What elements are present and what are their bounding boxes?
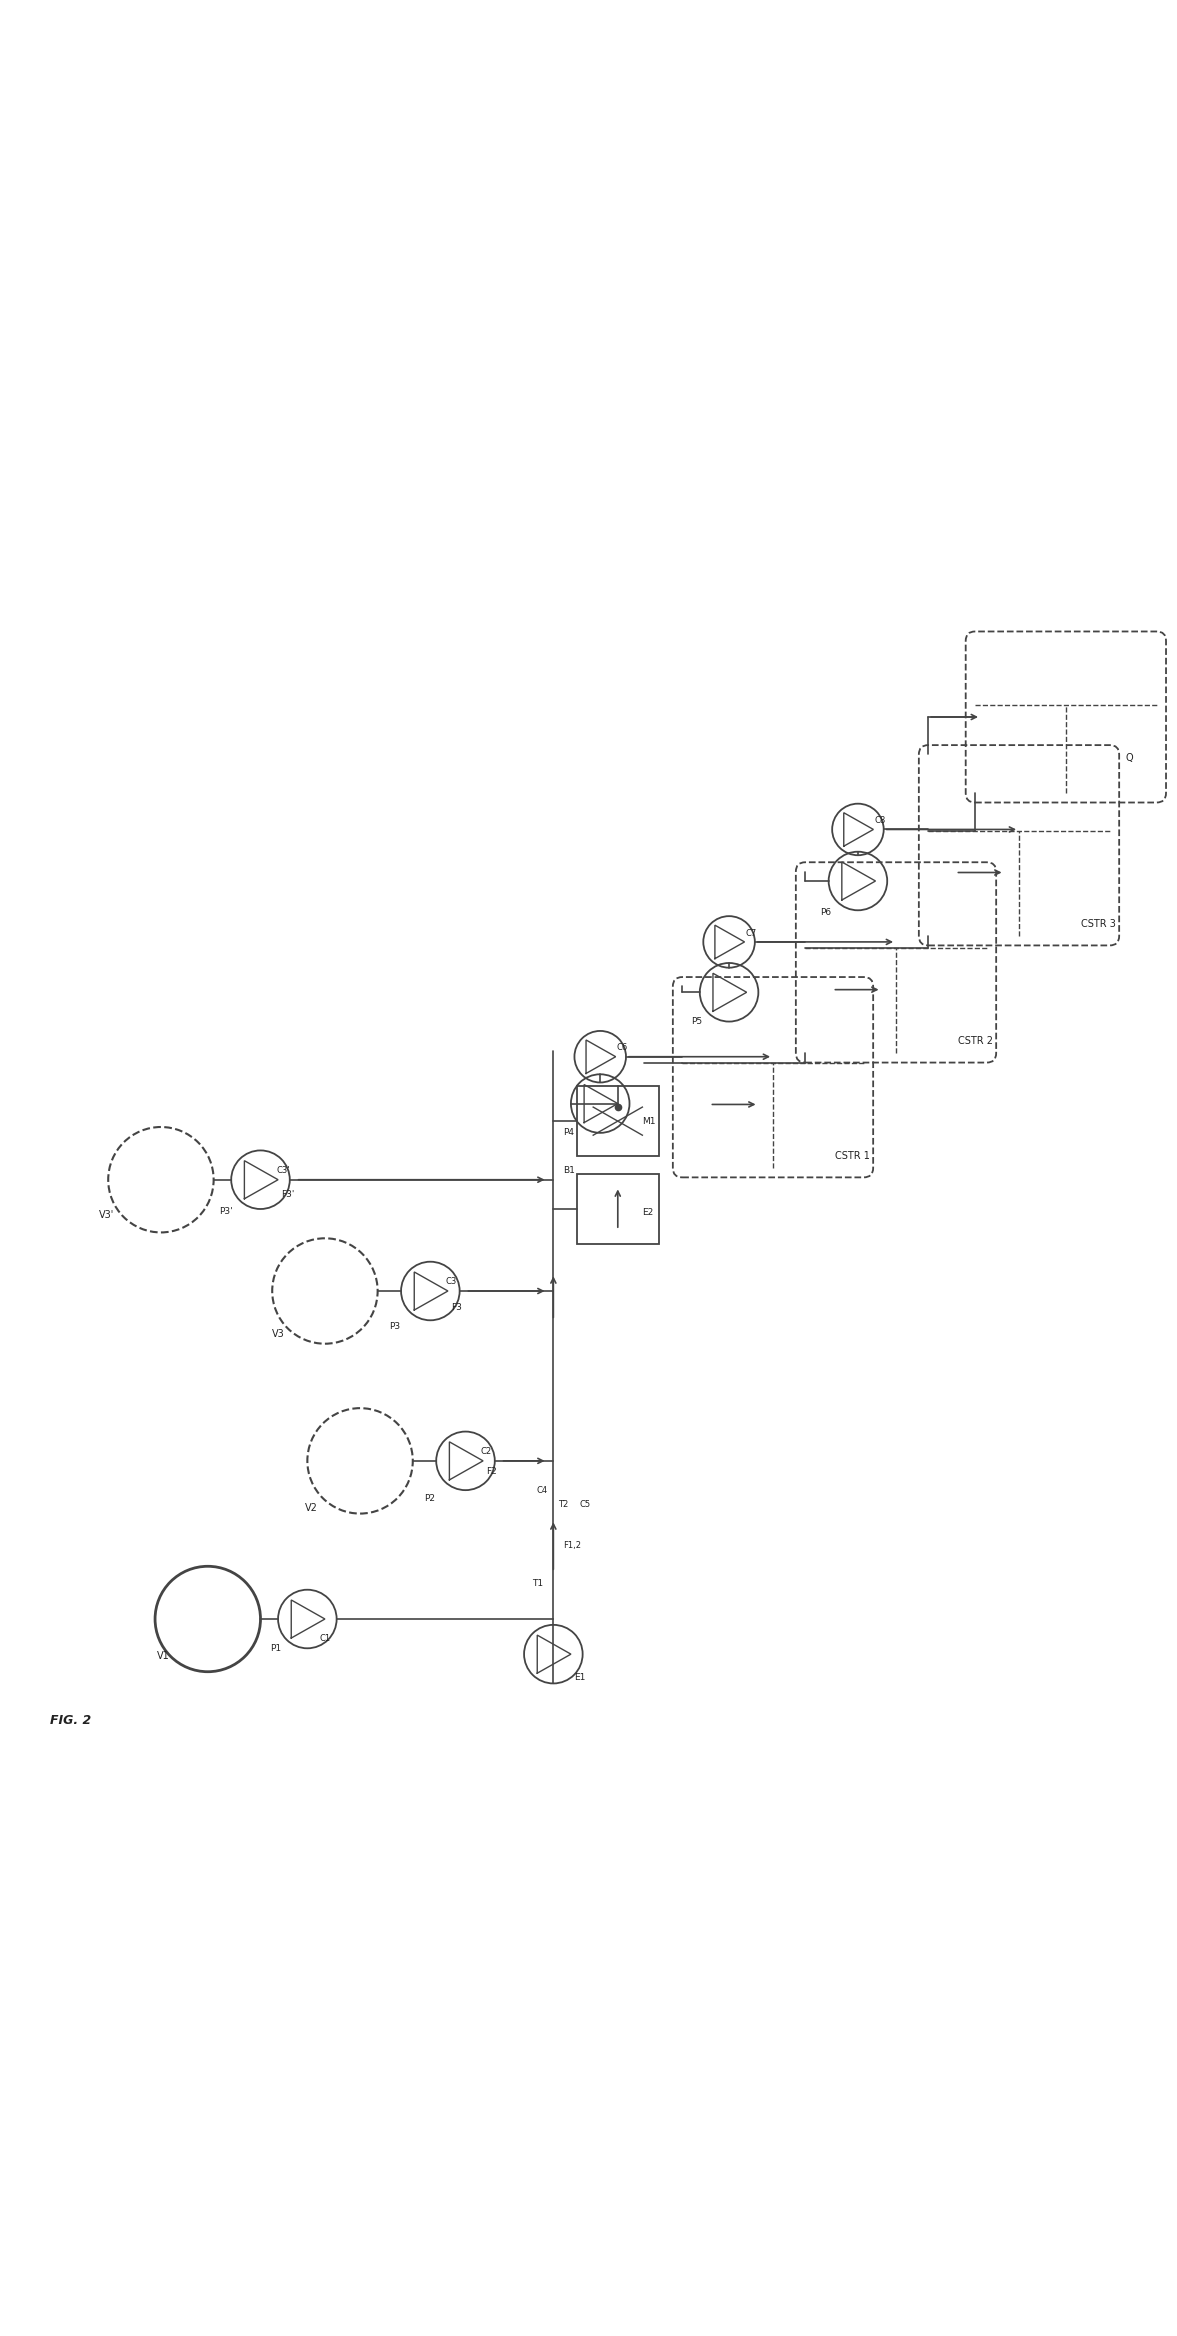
Text: P6: P6 [820, 909, 832, 918]
Text: P4: P4 [563, 1128, 573, 1138]
Text: CSTR 2: CSTR 2 [958, 1037, 992, 1047]
Text: T2: T2 [558, 1500, 568, 1509]
Text: B1: B1 [563, 1166, 574, 1175]
Text: C4: C4 [537, 1486, 548, 1495]
Text: V3: V3 [272, 1329, 285, 1339]
Text: FIG. 2: FIG. 2 [49, 1715, 91, 1726]
Text: C6: C6 [617, 1042, 627, 1051]
Bar [577, 1175, 659, 1245]
Bar [577, 1086, 659, 1156]
Text: E2: E2 [643, 1208, 653, 1217]
Text: V2: V2 [305, 1502, 318, 1514]
Text: C2: C2 [480, 1446, 492, 1455]
Text: V3': V3' [99, 1210, 114, 1219]
Text: Q: Q [1125, 752, 1132, 764]
Text: T1: T1 [532, 1579, 544, 1588]
Text: C1: C1 [319, 1635, 331, 1645]
Text: M1: M1 [643, 1117, 656, 1126]
Text: F2: F2 [486, 1467, 498, 1476]
Text: C7: C7 [745, 930, 757, 939]
Text: E1: E1 [574, 1673, 586, 1682]
Text: CSTR 3: CSTR 3 [1080, 920, 1116, 930]
Text: CSTR 1: CSTR 1 [834, 1152, 870, 1161]
Text: C3: C3 [446, 1278, 457, 1287]
Text: P2: P2 [425, 1493, 435, 1502]
Text: P3: P3 [390, 1322, 400, 1332]
Text: C3': C3' [277, 1166, 291, 1175]
Text: F3: F3 [452, 1303, 463, 1313]
Text: F1,2: F1,2 [563, 1542, 580, 1549]
Text: C8: C8 [875, 815, 885, 825]
Text: P5: P5 [692, 1016, 703, 1026]
Text: P1: P1 [270, 1645, 281, 1654]
Text: P3': P3' [219, 1208, 233, 1215]
Text: V1: V1 [158, 1652, 171, 1661]
Text: C5: C5 [579, 1500, 590, 1509]
Text: F3': F3' [281, 1191, 295, 1198]
